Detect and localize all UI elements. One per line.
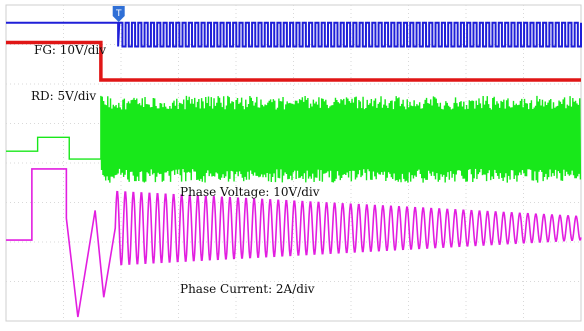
scope-grid [6, 5, 581, 321]
phase-voltage-trace-label: Phase Voltage: 10V/div [180, 185, 320, 199]
trace-labels: FG: 10V/div RD: 5V/div Phase Voltage: 10… [31, 43, 320, 296]
scope-markers: T [112, 6, 125, 22]
fg-trace [6, 21, 582, 48]
fg-trace-label: FG: 10V/div [34, 43, 106, 57]
phase-current-trace-label: Phase Current: 2A/div [180, 282, 315, 296]
trigger-marker-label: T [115, 9, 122, 19]
phase-voltage-trace [6, 95, 582, 183]
phase-current-trace [6, 168, 582, 318]
trigger-marker-icon [112, 6, 125, 22]
rd-trace-label: RD: 5V/div [31, 89, 96, 103]
scope-traces [6, 21, 582, 318]
rd-trace [6, 40, 581, 82]
